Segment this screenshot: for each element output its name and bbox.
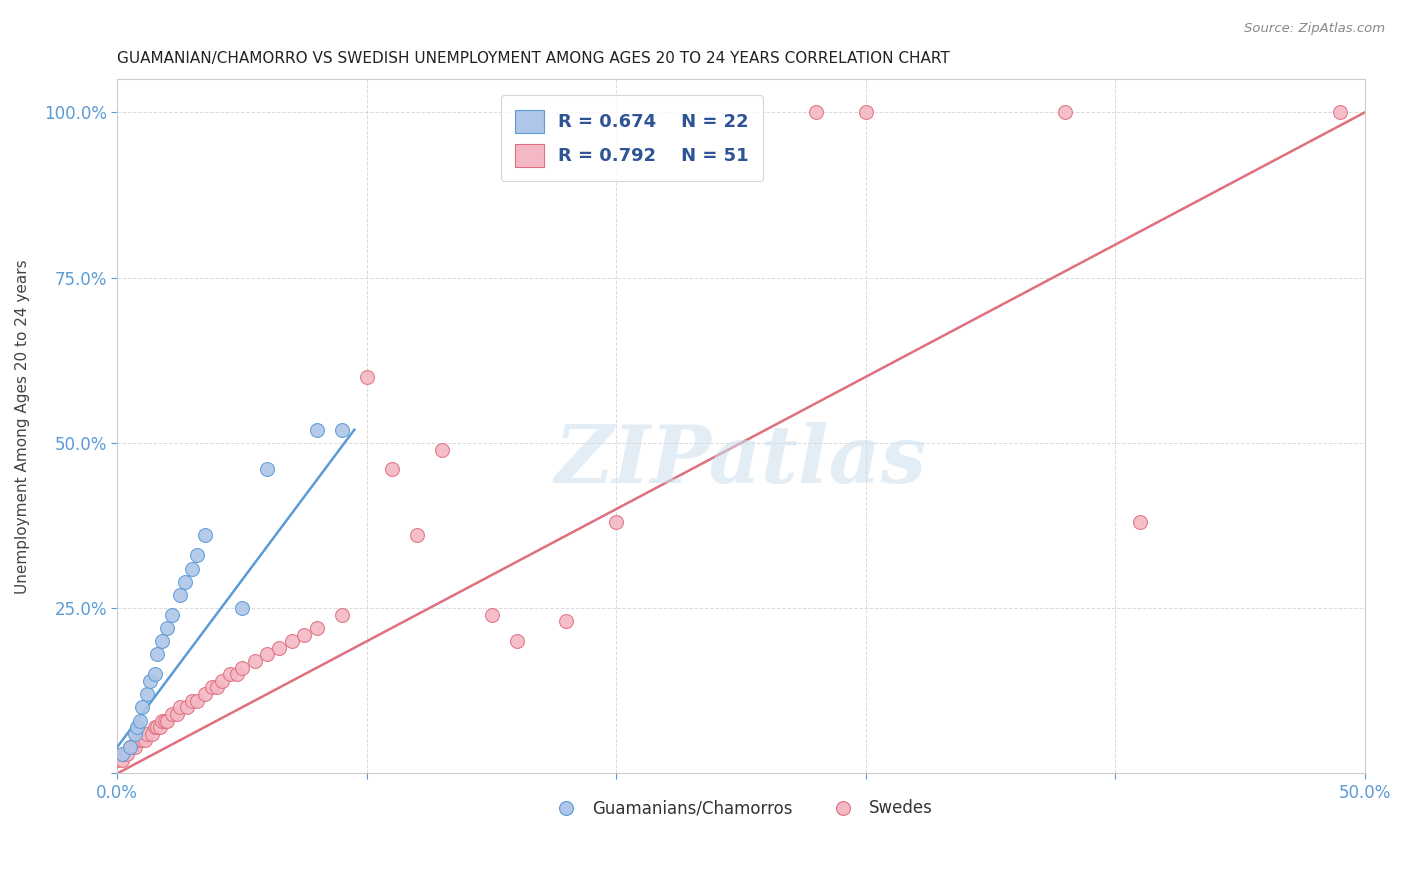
Point: [131, 700, 153, 714]
Point: [430, 442, 453, 457]
Point: [305, 621, 328, 635]
Point: [146, 720, 169, 734]
Point: [231, 661, 253, 675]
Point: [146, 648, 169, 662]
Point: [269, 640, 291, 655]
Point: [256, 462, 278, 476]
Point: [136, 687, 159, 701]
Text: GUAMANIAN/CHAMORRO VS SWEDISH UNEMPLOYMENT AMONG AGES 20 TO 24 YEARS CORRELATION: GUAMANIAN/CHAMORRO VS SWEDISH UNEMPLOYME…: [117, 51, 950, 66]
Point: [481, 607, 503, 622]
Point: [169, 700, 191, 714]
Point: [605, 515, 627, 529]
Point: [127, 720, 149, 734]
Point: [166, 706, 188, 721]
Point: [141, 727, 163, 741]
Point: [156, 714, 179, 728]
Point: [356, 369, 378, 384]
Point: [405, 528, 427, 542]
Point: [143, 667, 166, 681]
Point: [1054, 105, 1077, 120]
Point: [160, 706, 183, 721]
Point: [173, 574, 195, 589]
Point: [176, 700, 198, 714]
Point: [136, 727, 159, 741]
Point: [294, 627, 316, 641]
Point: [128, 714, 150, 728]
Point: [160, 607, 183, 622]
Point: [281, 634, 304, 648]
Point: [117, 747, 139, 761]
Point: [211, 673, 233, 688]
Point: [118, 739, 141, 754]
Point: [111, 753, 134, 767]
Point: [149, 720, 172, 734]
Point: [218, 667, 240, 681]
Point: [121, 739, 143, 754]
Point: [181, 694, 204, 708]
Point: [118, 739, 141, 754]
Point: [127, 733, 149, 747]
Text: ZIPatlas: ZIPatlas: [555, 422, 927, 500]
Point: [105, 753, 128, 767]
Point: [153, 714, 176, 728]
Point: [555, 615, 578, 629]
Point: [124, 727, 146, 741]
Point: [194, 528, 217, 542]
Point: [256, 648, 278, 662]
Point: [1129, 515, 1152, 529]
Point: [134, 733, 156, 747]
Point: [330, 607, 353, 622]
Point: [186, 549, 208, 563]
Point: [131, 733, 153, 747]
Point: [855, 105, 877, 120]
Point: [226, 667, 249, 681]
Point: [381, 462, 404, 476]
Point: [139, 673, 162, 688]
Point: [231, 601, 253, 615]
Text: Source: ZipAtlas.com: Source: ZipAtlas.com: [1244, 22, 1385, 36]
Point: [169, 588, 191, 602]
Point: [330, 423, 353, 437]
Point: [1329, 105, 1351, 120]
Point: [124, 739, 146, 754]
Point: [243, 654, 266, 668]
Point: [804, 105, 827, 120]
Point: [186, 694, 208, 708]
Point: [181, 561, 204, 575]
Point: [505, 634, 527, 648]
Point: [201, 681, 224, 695]
Point: [194, 687, 217, 701]
Point: [143, 720, 166, 734]
Point: [114, 747, 136, 761]
Point: [156, 621, 179, 635]
Point: [111, 747, 134, 761]
Point: [205, 681, 228, 695]
Y-axis label: Unemployment Among Ages 20 to 24 years: Unemployment Among Ages 20 to 24 years: [15, 259, 30, 594]
Point: [150, 714, 173, 728]
Point: [150, 634, 173, 648]
Legend: Guamanians/Chamorros, Swedes: Guamanians/Chamorros, Swedes: [543, 793, 941, 824]
Point: [305, 423, 328, 437]
